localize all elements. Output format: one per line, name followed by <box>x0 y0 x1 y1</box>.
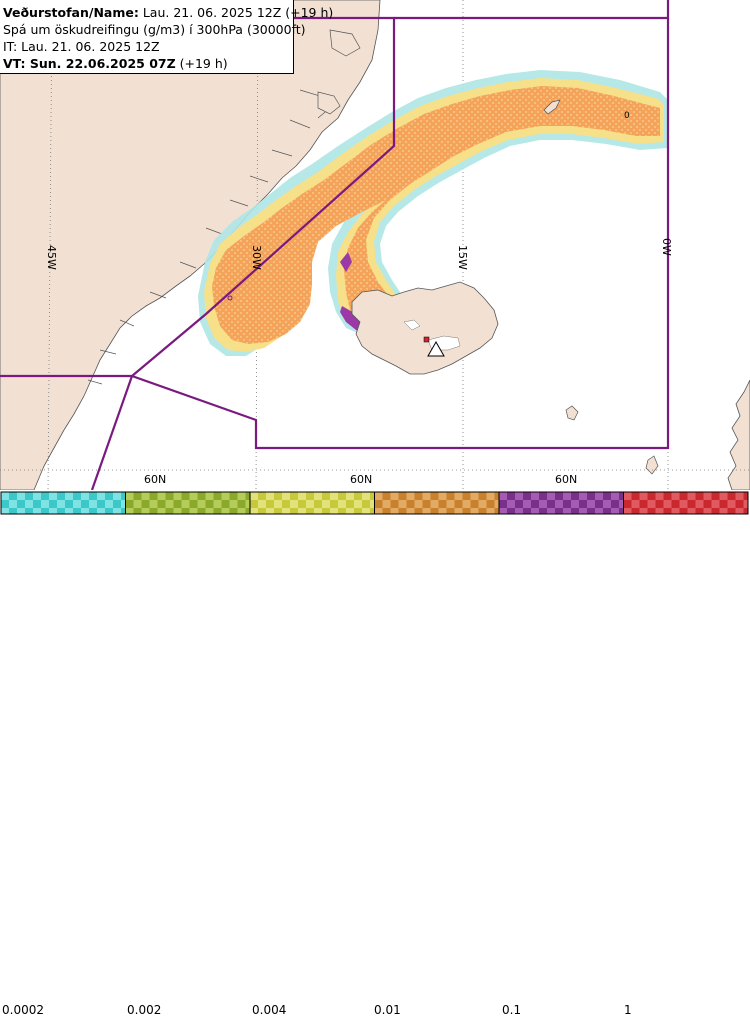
legend-tick-label: 0.0002 <box>2 1003 44 1017</box>
greenland-island <box>329 29 361 57</box>
ash-cloud-orange-core <box>212 86 660 344</box>
contour-label: 0 <box>624 111 630 121</box>
info-row-issuer: Veðurstofan/Name: Lau. 21. 06. 2025 12Z … <box>3 4 333 21</box>
faroe-islands <box>565 405 579 421</box>
concentration-legend: 0.0002 0.002 0.004 0.01 0.1 1 <box>0 490 750 1017</box>
lat-label-60n: 60N <box>555 473 577 486</box>
legend-colorbar <box>0 491 749 515</box>
legend-tick-label: 0.1 <box>502 1003 522 1017</box>
info-row-product: Spá um öskudreifingu (g/m3) í 300hPa (30… <box>3 22 306 37</box>
ash-cloud-speckle <box>340 252 352 272</box>
valid-time-offset: (+19 h) <box>175 56 228 71</box>
forecast-info-box: Veðurstofan/Name: Lau. 21. 06. 2025 12Z … <box>0 0 333 74</box>
legend-tick-label: 1 <box>624 1003 632 1017</box>
legend-tick-label: 0.004 <box>252 1003 287 1017</box>
lon-label-30w: 30W <box>250 245 263 270</box>
lat-label-60n: 60N <box>350 473 372 486</box>
lon-label-15w: 15W <box>456 245 469 270</box>
ash-cloud <box>198 70 668 356</box>
legend-tick-label: 0.002 <box>127 1003 162 1017</box>
iceland-landmass <box>351 281 499 375</box>
legend-bin <box>125 491 251 515</box>
valid-time-label: VT: Sun. 22.06.2025 07Z <box>3 56 176 71</box>
legend-bin <box>0 491 126 515</box>
legend-tick-label: 0.01 <box>374 1003 401 1017</box>
fir-boundary <box>0 0 670 490</box>
map-canvas: 45W 30W 15W 0W 60N 60N 60N 0 <box>0 0 750 490</box>
volcano-marker-icon <box>427 340 445 357</box>
iceland-glacier <box>403 319 421 331</box>
issuer-label: Veðurstofan/Name: <box>3 5 139 20</box>
legend-bin <box>498 491 624 515</box>
eruption-site-marker <box>423 336 430 343</box>
info-row-issue-time: IT: Lau. 21. 06. 2025 12Z <box>3 39 160 54</box>
greenland-landmass <box>0 0 381 490</box>
legend-bin <box>249 491 375 515</box>
issuer-value: Lau. 21. 06. 2025 12Z (+19 h) <box>138 5 334 20</box>
jan-mayen-island <box>543 99 561 115</box>
lon-label-45w: 45W <box>45 245 58 270</box>
norway-landmass <box>727 379 750 490</box>
lat-label-60n: 60N <box>144 473 166 486</box>
legend-bin <box>623 491 749 515</box>
greenland-island <box>317 91 341 115</box>
source-point <box>227 295 233 301</box>
info-row-valid-time: VT: Sun. 22.06.2025 07Z (+19 h) <box>3 55 293 72</box>
legend-bin <box>374 491 500 515</box>
shetland-islands <box>645 455 659 475</box>
lon-label-0w: 0W <box>660 238 673 256</box>
